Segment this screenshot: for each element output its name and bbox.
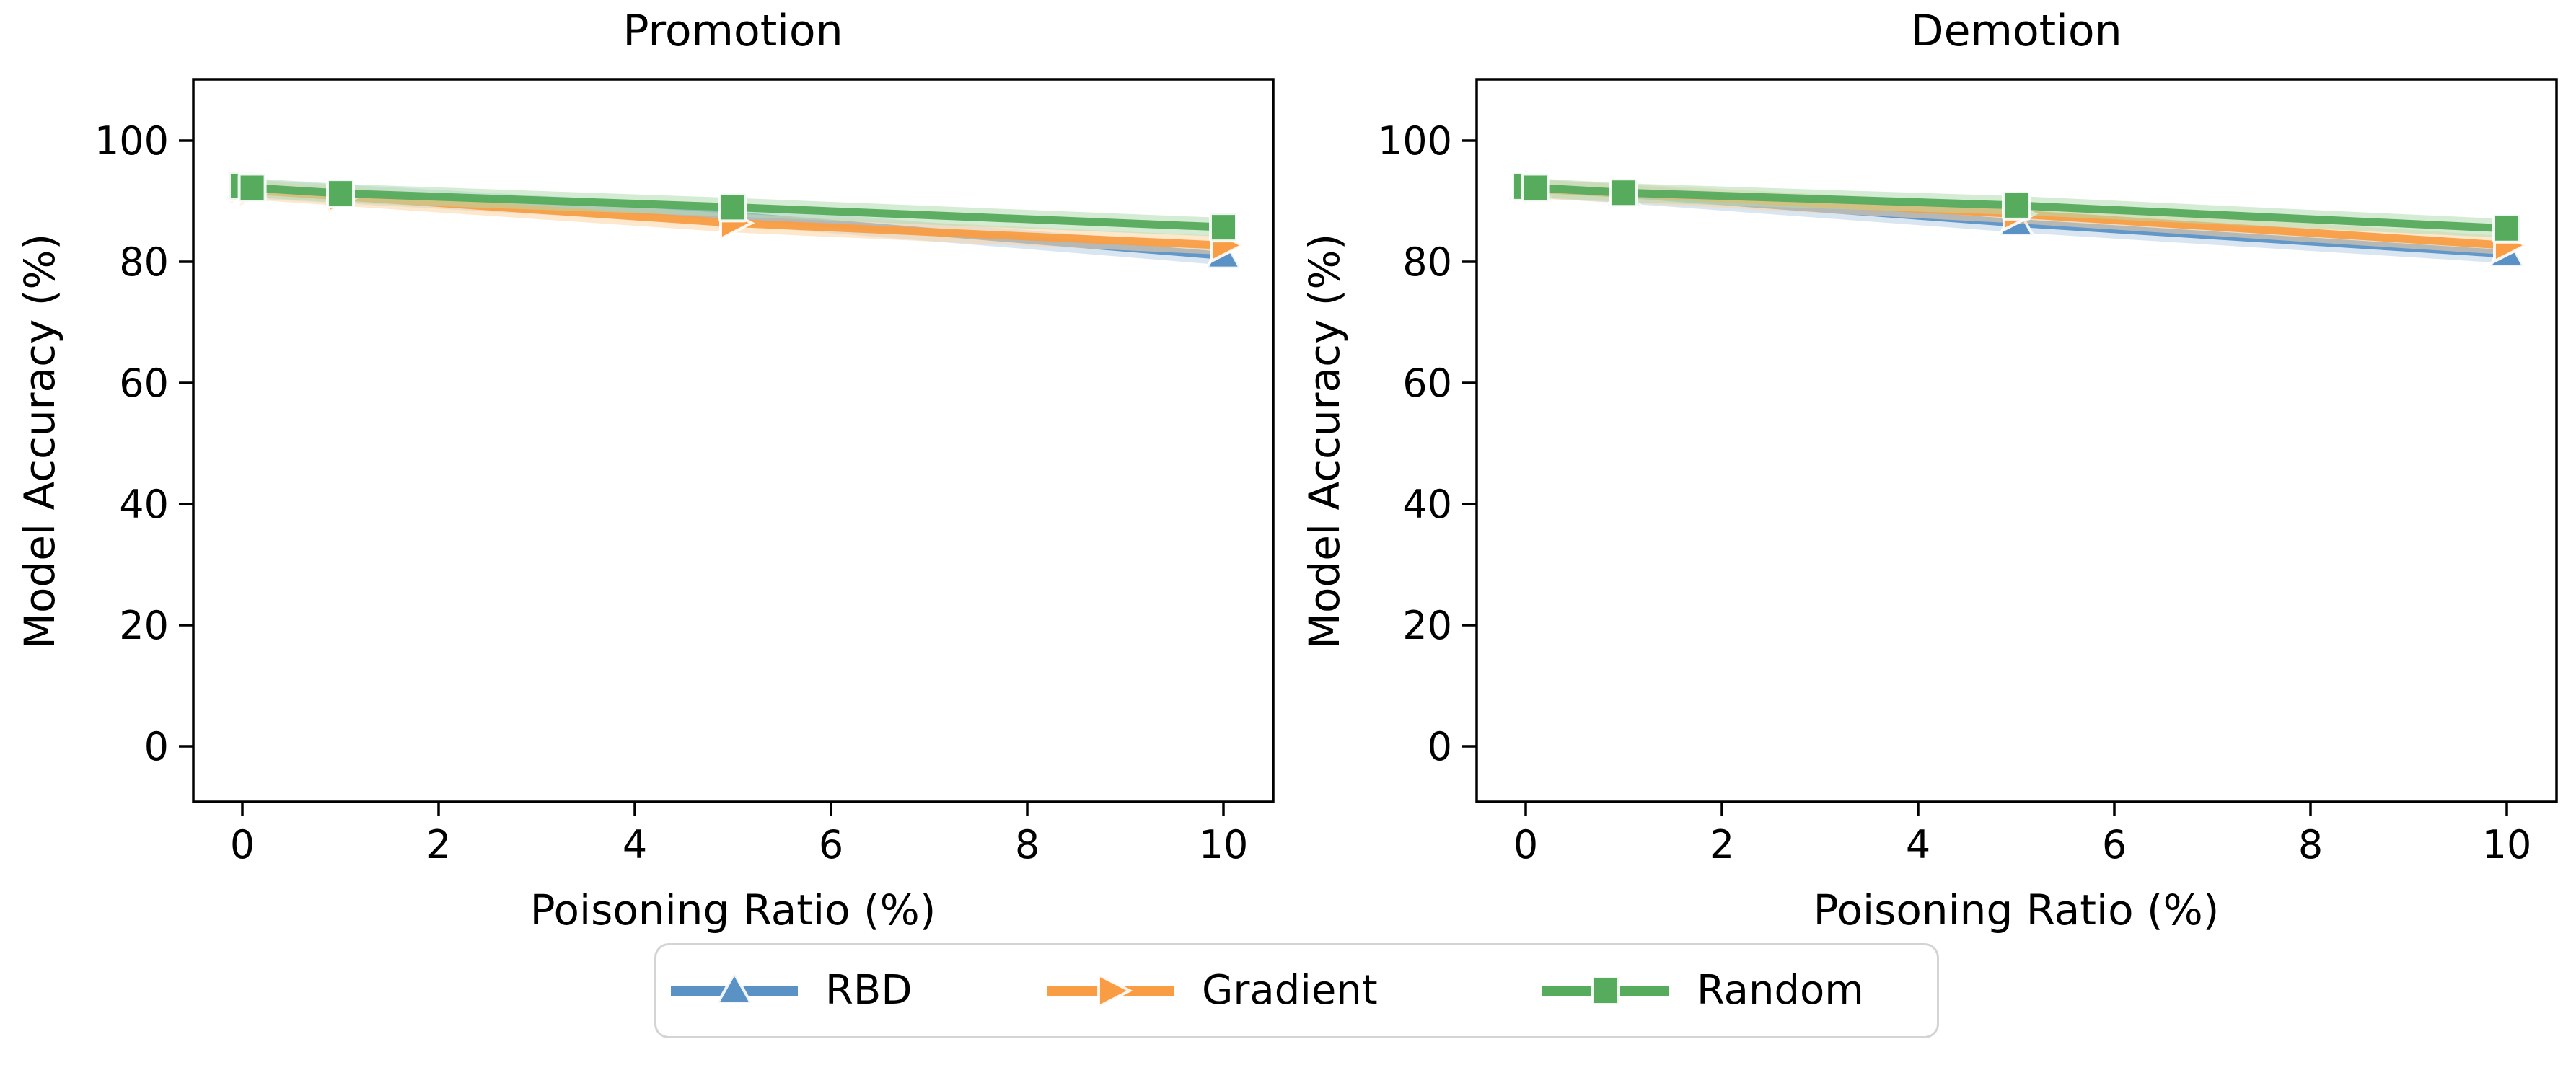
y-tick-label: 60 (119, 361, 169, 406)
legend-label-gradient: Gradient (1202, 967, 1378, 1014)
x-tick-label: 2 (426, 822, 451, 867)
x-tick-label: 8 (1015, 822, 1039, 867)
marker-square-random (2492, 213, 2521, 244)
marker-square-random (1521, 172, 1550, 203)
marker-square-random (237, 172, 267, 203)
marker-square-random (1209, 212, 1238, 243)
x-tick-label: 0 (1513, 822, 1538, 867)
y-tick-label: 40 (1402, 482, 1452, 527)
legend-entry-random: Random (1542, 969, 1864, 1012)
x-tick-label: 6 (2102, 822, 2127, 867)
plot-title-promotion: Promotion (623, 6, 843, 56)
x-tick-label: 0 (230, 822, 255, 867)
y-tick-label: 20 (1402, 603, 1452, 648)
y-tick-label: 80 (119, 239, 169, 285)
x-tick-label: 2 (1710, 822, 1734, 867)
x-axis-label-left: Poisoning Ratio (%) (529, 885, 936, 934)
x-tick-label: 10 (1199, 822, 1249, 867)
marker-square-random (326, 178, 355, 209)
legend-entry-gradient: Gradient (1047, 969, 1378, 1012)
legend-entry-rbd: RBD (671, 969, 912, 1012)
legend-marker-triangle-up-icon (715, 970, 754, 1004)
y-tick-label: 80 (1402, 239, 1452, 285)
axes-spines (1475, 78, 2558, 803)
y-tick-label: 0 (144, 724, 169, 769)
marker-square-random (718, 192, 747, 223)
marker-square-random (2002, 190, 2031, 221)
random-line-marker-icon (1542, 976, 1669, 1006)
y-tick-label: 0 (1428, 724, 1452, 769)
y-axis-label-right: Model Accuracy (%) (1300, 233, 1349, 650)
x-tick-label: 4 (1906, 822, 1930, 867)
y-axis-label-left: Model Accuracy (%) (15, 233, 64, 650)
legend-label-random: Random (1697, 967, 1864, 1014)
y-tick-label: 60 (1402, 361, 1452, 406)
x-axis-label-right: Poisoning Ratio (%) (1813, 885, 2220, 934)
legend-marker-triangle-right-icon (1097, 972, 1133, 1009)
y-tick-label: 100 (94, 118, 169, 164)
legend-marker-square-icon (1591, 976, 1620, 1006)
marker-square-random (1609, 177, 1638, 208)
rbd-line-marker-icon (671, 970, 798, 1004)
x-tick-label: 6 (819, 822, 843, 867)
x-tick-label: 8 (2298, 822, 2323, 867)
axes-spines (192, 78, 1275, 803)
plot-title-demotion: Demotion (1910, 6, 2122, 56)
y-tick-label: 20 (119, 603, 169, 648)
x-tick-label: 10 (2482, 822, 2532, 867)
gradient-line-marker-icon (1047, 972, 1174, 1009)
legend-label-rbd: RBD (825, 967, 913, 1014)
x-tick-label: 4 (623, 822, 647, 867)
y-tick-label: 100 (1378, 118, 1452, 164)
legend-box (654, 943, 1939, 1038)
y-tick-label: 40 (119, 482, 169, 527)
